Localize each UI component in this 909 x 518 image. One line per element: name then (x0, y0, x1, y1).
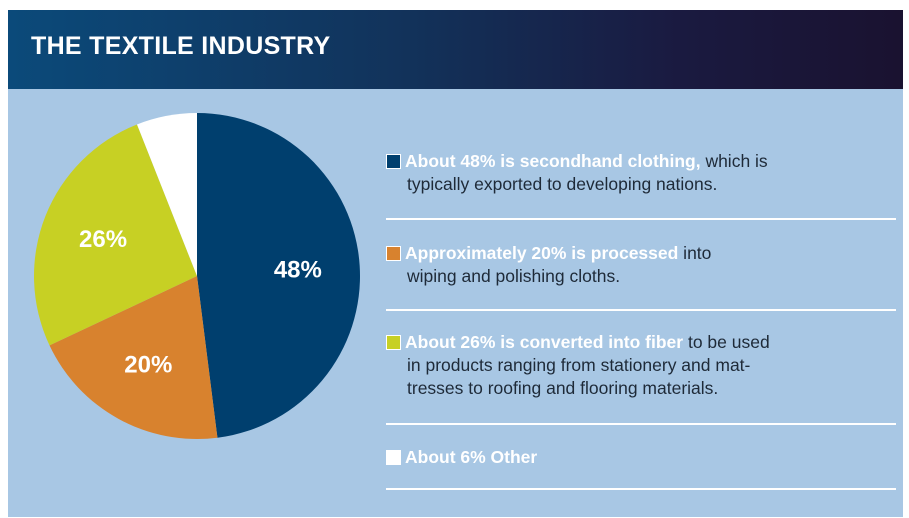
legend-bold-text: About 48% is secondhand clothing, (405, 151, 701, 171)
legend-text: to be used (683, 332, 770, 352)
legend-text: wiping and polishing cloths. (407, 266, 621, 286)
legend-bold-text: Approximately 20% is processed (405, 243, 679, 263)
divider (386, 309, 896, 311)
legend-text: into (678, 243, 712, 263)
legend-swatch-white (386, 450, 401, 465)
divider (386, 218, 896, 220)
legend-bold-text: About 26% is converted into fiber (405, 332, 684, 352)
pie-slice-other (136, 113, 197, 276)
divider (386, 423, 896, 425)
legend-swatch-lime (386, 335, 401, 350)
legend-text: typically exported to developing nations… (407, 174, 718, 194)
pie-slice-wiping (49, 276, 218, 439)
page-title: THE TEXTILE INDUSTRY (31, 32, 331, 60)
legend-bold-text: About 6% Other (405, 447, 538, 467)
legend-swatch-orange (386, 246, 401, 261)
legend-text: tresses to roofing and flooring material… (407, 378, 719, 398)
pie-chart: 48% 20% 26% (33, 113, 361, 439)
slice-label: 26% (79, 226, 127, 253)
slice-label: 48% (274, 257, 322, 284)
legend-text: in products ranging from stationery and … (407, 355, 751, 375)
divider (386, 488, 896, 490)
legend-text: which is (700, 151, 768, 171)
legend-swatch-navy (386, 154, 401, 169)
pie-slice-fiber (33, 124, 197, 346)
slice-label: 20% (124, 352, 172, 379)
header-banner: THE TEXTILE INDUSTRY (8, 10, 903, 89)
infographic-panel: THE TEXTILE INDUSTRY 48% 20% 26% About 48%… (8, 10, 903, 517)
pie-slice-secondhand (197, 113, 361, 438)
